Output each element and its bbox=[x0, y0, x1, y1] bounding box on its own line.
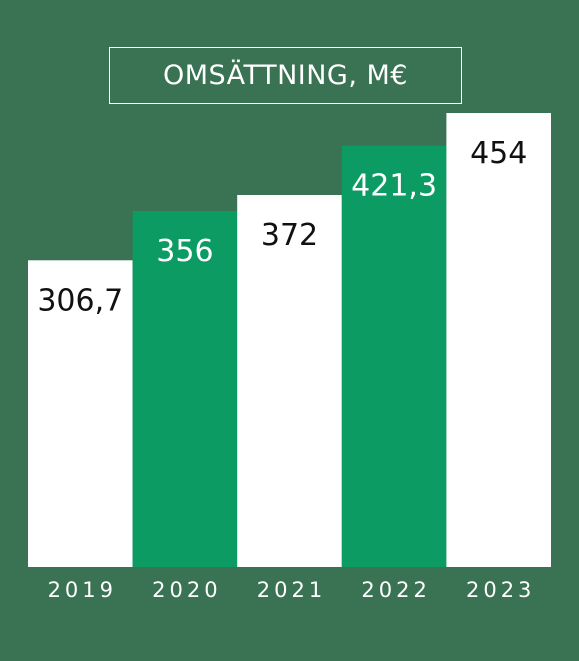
bar-2020 bbox=[132, 211, 238, 567]
chart-title: OMSÄTTNING, M€ bbox=[109, 47, 462, 104]
value-label-2019: 306,7 bbox=[37, 283, 123, 318]
x-tick-label-2023: 2023 bbox=[466, 578, 535, 602]
bar-2023 bbox=[446, 113, 551, 567]
x-tick-label-2022: 2022 bbox=[361, 578, 430, 602]
value-label-2021: 372 bbox=[261, 218, 318, 253]
value-label-2020: 356 bbox=[156, 234, 213, 269]
bar-2021 bbox=[237, 195, 342, 567]
x-tick-label-2019: 2019 bbox=[48, 578, 117, 602]
bar-2019 bbox=[28, 260, 133, 567]
bar-2022 bbox=[341, 145, 447, 567]
value-label-2023: 454 bbox=[470, 136, 527, 171]
x-tick-label-2021: 2021 bbox=[257, 578, 326, 602]
value-label-2022: 421,3 bbox=[351, 169, 437, 204]
x-tick-label-2020: 2020 bbox=[152, 578, 221, 602]
